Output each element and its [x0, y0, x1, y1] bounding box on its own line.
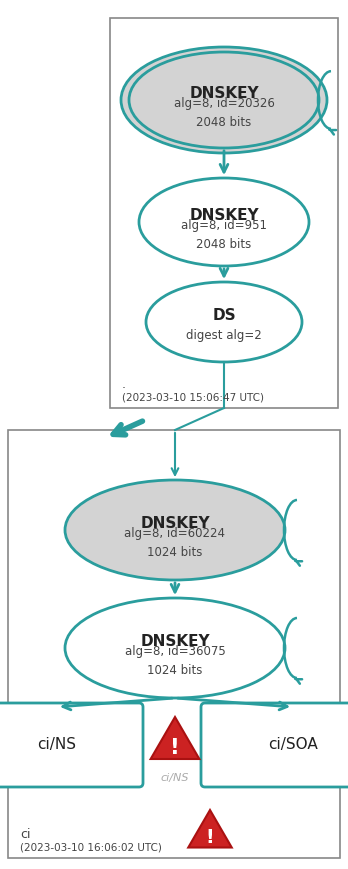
Polygon shape — [151, 717, 199, 759]
Text: alg=8, id=60224
1024 bits: alg=8, id=60224 1024 bits — [125, 527, 226, 559]
Ellipse shape — [129, 52, 319, 148]
FancyBboxPatch shape — [0, 703, 143, 787]
Text: ci/NS: ci/NS — [38, 738, 77, 753]
Text: alg=8, id=951
2048 bits: alg=8, id=951 2048 bits — [181, 220, 267, 250]
Ellipse shape — [146, 282, 302, 362]
Text: DNSKEY: DNSKEY — [189, 85, 259, 101]
Text: alg=8, id=20326
2048 bits: alg=8, id=20326 2048 bits — [174, 97, 275, 129]
Polygon shape — [188, 810, 232, 847]
Text: digest alg=2: digest alg=2 — [186, 328, 262, 342]
Text: !: ! — [206, 828, 214, 847]
Text: ci: ci — [20, 828, 31, 841]
Text: (2023-03-10 16:06:02 UTC): (2023-03-10 16:06:02 UTC) — [20, 842, 162, 852]
Text: DNSKEY: DNSKEY — [140, 515, 210, 530]
Text: ci/NS: ci/NS — [161, 773, 189, 783]
Text: DS: DS — [212, 308, 236, 322]
Ellipse shape — [121, 47, 327, 153]
Ellipse shape — [139, 178, 309, 266]
Text: ci/SOA: ci/SOA — [268, 738, 318, 753]
Text: .: . — [122, 378, 126, 391]
Text: DNSKEY: DNSKEY — [140, 634, 210, 648]
Ellipse shape — [65, 480, 285, 580]
Text: alg=8, id=36075
1024 bits: alg=8, id=36075 1024 bits — [125, 646, 226, 676]
Text: !: ! — [170, 738, 180, 758]
Text: DNSKEY: DNSKEY — [189, 208, 259, 222]
Text: (2023-03-10 15:06:47 UTC): (2023-03-10 15:06:47 UTC) — [122, 392, 264, 402]
FancyBboxPatch shape — [201, 703, 348, 787]
Ellipse shape — [65, 598, 285, 698]
Bar — [8, 430, 340, 858]
Bar — [110, 18, 338, 408]
